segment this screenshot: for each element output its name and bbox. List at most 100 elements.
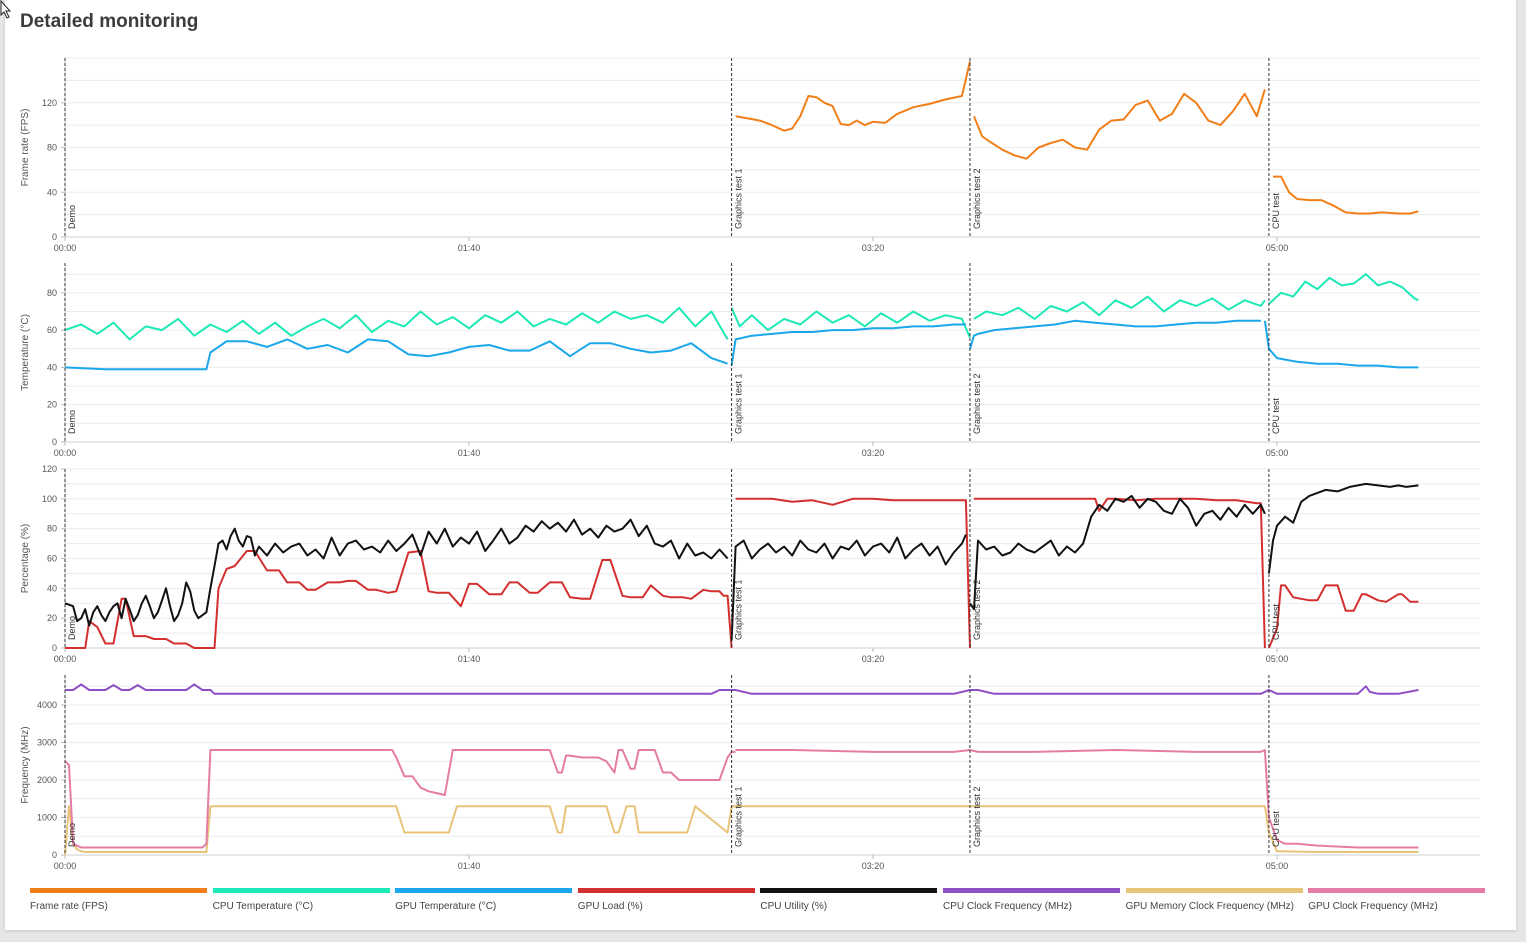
x-tick-label: 05:00 [1266,243,1289,253]
y-tick-label: 40 [47,362,57,372]
legend-label: GPU Memory Clock Frequency (MHz) [1125,901,1294,912]
y-axis-label: Percentage (%) [20,524,31,593]
series-line-gpu_mem_clock [64,805,1419,856]
series-line-fps [1273,175,1419,215]
series-line-cpu_clock [65,683,1419,695]
legend-item[interactable]: GPU Temperature (°C) [395,888,573,918]
y-tick-label: 100 [42,494,57,504]
series-line-gpu_clock [64,749,736,849]
marker-label: Graphics test 1 [734,579,744,640]
marker-label: Graphics test 1 [734,168,744,229]
marker-label: Demo [67,205,77,229]
legend-label: GPU Temperature (°C) [395,901,497,912]
y-tick-label: 80 [47,143,57,153]
y-tick-label: 80 [47,288,57,298]
y-tick-label: 40 [47,187,57,197]
x-tick-label: 05:00 [1266,654,1289,664]
y-tick-label: 80 [47,524,57,534]
marker-label: CPU test [1271,603,1281,640]
legend-label: CPU Clock Frequency (MHz) [943,901,1072,912]
x-tick-label: 00:00 [54,861,77,871]
legend-swatch [943,888,1120,893]
marker-label: CPU test [1271,192,1281,229]
x-tick-label: 03:20 [862,448,885,458]
series-line-gpu_temp [969,319,1261,350]
marker-label: Graphics test 2 [972,373,982,434]
legend-label: CPU Utility (%) [760,901,828,912]
y-tick-label: 20 [47,613,57,623]
y-tick-label: 120 [42,98,57,108]
series-line-gpu_clock [735,749,1419,849]
marker-label: Graphics test 2 [972,168,982,229]
y-tick-label: 120 [42,464,57,474]
monitoring-card [5,0,1516,930]
y-tick-label: 3000 [37,738,57,748]
legend-item[interactable]: Frame rate (FPS) [30,888,207,918]
y-tick-label: 2000 [37,775,57,785]
legend-swatch [1308,888,1486,893]
x-tick-label: 01:40 [458,448,481,458]
legend-label: GPU Clock Frequency (MHz) [1308,901,1438,912]
legend-item[interactable]: CPU Clock Frequency (MHz) [943,888,1120,918]
marker-label: CPU test [1271,810,1281,847]
legend-label: GPU Load (%) [577,901,643,912]
legend-swatch [1125,888,1303,893]
x-tick-label: 01:40 [458,861,481,871]
legend-swatch [30,888,207,893]
legend-swatch [577,888,755,893]
legend-item[interactable]: CPU Utility (%) [760,888,938,918]
x-tick-label: 01:40 [458,654,481,664]
series-line-gpu_temp [64,338,728,371]
legend-item[interactable]: GPU Clock Frequency (MHz) [1308,888,1486,918]
x-tick-label: 03:20 [862,243,885,253]
page-title: Detailed monitoring [20,11,199,32]
legend-item[interactable]: GPU Load (%) [577,888,755,918]
series-line-cpu_util [64,518,729,627]
marker-label: Demo [67,823,77,847]
legend-swatch [212,888,390,893]
legend-item[interactable]: CPU Temperature (°C) [212,888,390,918]
series-line-cpu_util [730,534,967,641]
y-axis-label: Frequency (MHz) [20,726,31,803]
x-tick-label: 00:00 [54,243,77,253]
y-tick-label: 0 [52,850,57,860]
marker-label: Graphics test 1 [734,786,744,847]
series-line-gpu_temp [1263,320,1419,369]
x-tick-label: 05:00 [1266,861,1289,871]
x-tick-label: 05:00 [1266,448,1289,458]
chart-panel-2: 0 20 40 60 80 Temperature (°C) 00:00 01:40 03:20… [20,263,1480,458]
series-line-cpu_temp [973,295,1266,320]
marker-label: Demo [67,410,77,434]
legend-item[interactable]: GPU Memory Clock Frequency (MHz) [1125,888,1303,918]
chart-panel-1: 0 40 80 120 Frame rate (FPS) 00:00 01:40 03:20 0… [20,57,1480,253]
legend-label: CPU Temperature (°C) [212,901,314,912]
x-tick-label: 00:00 [54,654,77,664]
series-line-cpu_temp [1268,273,1419,305]
y-tick-label: 4000 [37,700,57,710]
marker-label: Graphics test 2 [972,579,982,640]
series-line-cpu_temp [64,306,729,341]
chart-panel-4: 0 1000 2000 3000 4000 Frequency (MHz) 00:00 01:… [20,675,1480,871]
y-axis-label: Temperature (°C) [20,314,31,391]
series-line-cpu_temp [730,307,971,338]
series-line-gpu_load [735,497,971,649]
y-tick-label: 20 [47,400,57,410]
series-line-gpu_load [65,550,733,649]
marker-label: CPU test [1271,397,1281,434]
legend-swatch [760,888,938,893]
series-line-fps [735,61,971,132]
x-tick-label: 03:20 [862,861,885,871]
y-tick-label: 0 [52,232,57,242]
series-line-fps [973,89,1266,160]
marker-label: Graphics test 2 [972,786,982,847]
x-tick-label: 03:20 [862,654,885,664]
y-tick-label: 0 [52,643,57,653]
legend-label: Frame rate (FPS) [30,901,108,912]
series-line-cpu_util [969,494,1266,611]
y-tick-label: 1000 [37,813,57,823]
y-tick-label: 0 [52,437,57,447]
marker-label: Demo [67,616,77,640]
series-line-cpu_util [1267,482,1419,574]
mouse-cursor-icon [0,0,12,19]
